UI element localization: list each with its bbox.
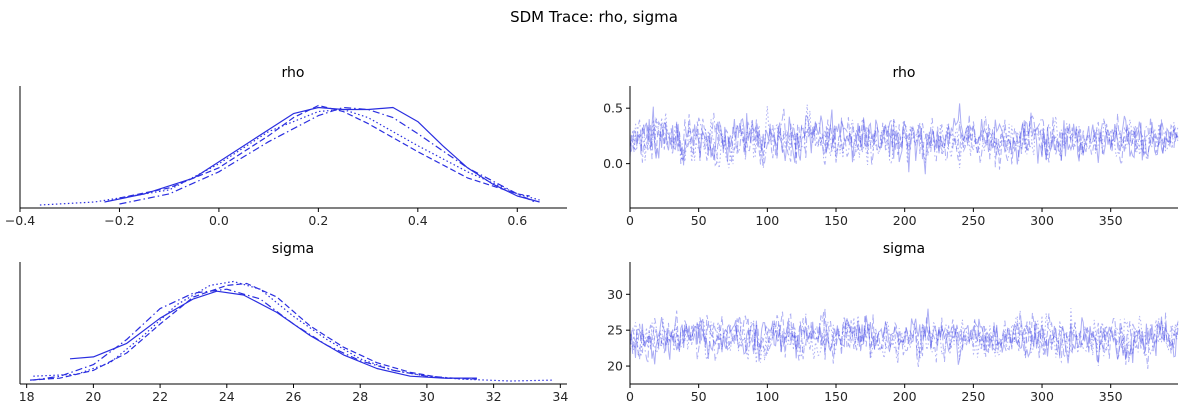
- x-tick-label: 200: [893, 389, 917, 404]
- density-line-chain-1: [69, 290, 477, 379]
- density-line-chain-3: [119, 106, 535, 205]
- x-tick-label: 0.0: [209, 213, 229, 228]
- x-tick-label: 250: [961, 213, 985, 228]
- sigma-trace-panel: sigma 0 50 100 150 200 250 300 350 20 25 30: [607, 241, 1179, 404]
- x-tick-label: 250: [961, 389, 985, 404]
- rho-trace-title: rho: [893, 65, 916, 81]
- x-tick-label: 28: [352, 389, 368, 404]
- trace-line-chain-3: [629, 310, 1179, 366]
- y-tick-label: 0.0: [603, 156, 623, 171]
- x-tick-label: −0.2: [104, 213, 134, 228]
- x-tick-label: 350: [1099, 213, 1123, 228]
- x-tick-label: 32: [486, 389, 502, 404]
- x-tick-label: 0.2: [308, 213, 328, 228]
- density-line-chain-4: [33, 280, 554, 382]
- x-tick-label: 0: [626, 389, 634, 404]
- sigma-trace-title: sigma: [883, 241, 925, 257]
- x-tick-label: 50: [691, 213, 707, 228]
- density-line-chain-3: [33, 288, 454, 381]
- trace-line-chain-2: [629, 308, 1179, 369]
- x-tick-label: 350: [1099, 389, 1123, 404]
- trace-line-chain-3: [630, 107, 1179, 169]
- rho-density-title: rho: [282, 65, 305, 81]
- x-tick-label: 20: [85, 389, 101, 404]
- trace-line-chain-1: [629, 103, 1179, 175]
- x-tick-label: 34: [552, 389, 568, 404]
- trace-line-chain-4: [629, 104, 1179, 169]
- density-line-chain-2: [29, 282, 477, 381]
- x-tick-label: −0.4: [5, 213, 35, 228]
- x-tick-label: 200: [893, 213, 917, 228]
- trace-line-chain-1: [629, 308, 1179, 365]
- x-tick-label: 50: [691, 389, 707, 404]
- rho-density-plot: −0.4 −0.2 0.0 0.2 0.4 0.6: [5, 86, 567, 228]
- y-tick-label: 30: [607, 287, 623, 302]
- x-tick-label: 18: [19, 389, 35, 404]
- trace-line-chain-2: [629, 113, 1179, 170]
- x-tick-label: 100: [755, 213, 779, 228]
- x-tick-label: 26: [286, 389, 302, 404]
- trace-line-chain-4: [629, 308, 1179, 364]
- density-line-chain-4: [39, 108, 540, 206]
- x-tick-label: 30: [419, 389, 435, 404]
- x-tick-label: 300: [1030, 213, 1054, 228]
- sigma-density-panel: sigma 18 20 22 24 26 28 30 32 34: [19, 241, 569, 404]
- y-tick-label: 25: [607, 323, 623, 338]
- x-tick-label: 150: [824, 389, 848, 404]
- x-tick-label: 0: [626, 213, 634, 228]
- rho-density-panel: rho −0.4 −0.2 0.0 0.2 0.4 0.6: [5, 65, 567, 228]
- x-tick-label: 100: [755, 389, 779, 404]
- x-tick-label: 24: [219, 389, 235, 404]
- x-tick-label: 22: [152, 389, 168, 404]
- x-tick-label: 300: [1030, 389, 1054, 404]
- rho-trace-plot: 0 50 100 150 200 250 300 350 0.0 0.5: [603, 86, 1179, 228]
- sigma-density-title: sigma: [272, 241, 314, 257]
- y-tick-label: 0.5: [603, 101, 623, 116]
- density-line-chain-2: [119, 104, 530, 199]
- rho-trace-panel: rho 0 50 100 150 200 250 300 350 0.0 0.5: [603, 65, 1179, 228]
- sigma-trace-plot: 0 50 100 150 200 250 300 350 20 25 30: [607, 262, 1179, 404]
- x-tick-label: 150: [824, 213, 848, 228]
- sigma-density-plot: 18 20 22 24 26 28 30 32 34: [19, 262, 568, 404]
- figure-title: SDM Trace: rho, sigma: [510, 8, 678, 26]
- x-tick-label: 0.4: [408, 213, 428, 228]
- x-tick-label: 0.6: [507, 213, 527, 228]
- y-tick-label: 20: [607, 359, 623, 374]
- density-line-chain-1: [104, 106, 540, 203]
